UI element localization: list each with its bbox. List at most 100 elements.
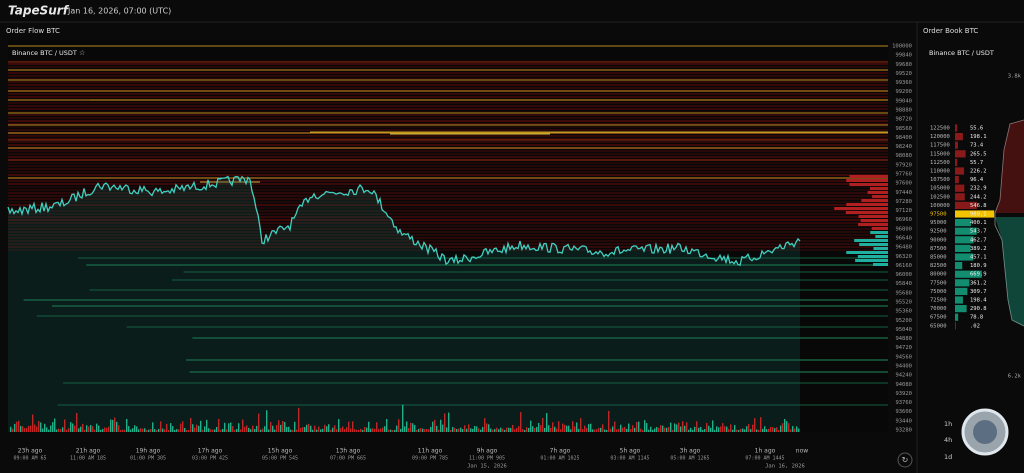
price-label: 94720	[895, 345, 912, 351]
volume-bar	[752, 424, 754, 432]
volume-bar	[56, 429, 58, 432]
volume-bar	[200, 420, 202, 432]
volume-bar	[300, 428, 302, 432]
volume-bar	[412, 423, 414, 432]
depth-bar	[857, 255, 888, 258]
panel-title: Order Flow BTC	[6, 27, 60, 35]
price-level: 75000	[930, 289, 947, 295]
volume-bar	[426, 429, 428, 432]
volume-bar	[708, 425, 710, 432]
volume-bar	[196, 424, 198, 432]
heat-band	[8, 72, 888, 74]
depth-bar	[873, 263, 888, 266]
heat-band	[8, 102, 888, 104]
volume-bar	[138, 429, 140, 432]
volume-bar	[30, 425, 32, 432]
price-label: 99040	[895, 98, 912, 104]
time-clock: 11:00 PM 905	[469, 456, 505, 462]
refresh-icon[interactable]: ↻	[902, 456, 909, 465]
volume-bar	[150, 428, 152, 432]
volume-bar	[504, 429, 506, 432]
depth-bar	[871, 227, 888, 230]
volume-bar	[756, 429, 758, 432]
size-value: 457.1	[970, 255, 987, 261]
time-clock: 05:00 PM 545	[262, 456, 298, 462]
time-clock: 03:00 PM 425	[192, 456, 228, 462]
size-bar	[955, 150, 966, 158]
volume-bar	[240, 429, 242, 432]
heat-band	[8, 87, 888, 89]
volume-bar	[718, 427, 720, 432]
market-label[interactable]: Binance BTC / USDT	[929, 49, 994, 57]
size-bar	[955, 279, 970, 287]
heat-band	[8, 93, 888, 95]
volume-bar	[402, 404, 404, 432]
volume-bar	[218, 418, 220, 432]
volume-bar	[682, 421, 684, 432]
time-clock: 07:00 AM 1445	[745, 456, 784, 462]
depth-bar	[846, 203, 888, 206]
star-icon[interactable]: ☆	[79, 49, 85, 57]
time-ago: 11h ago	[418, 448, 443, 455]
volume-bar	[606, 429, 608, 432]
price-level: 77500	[930, 280, 947, 286]
volume-bar	[526, 427, 528, 432]
heat-band	[8, 144, 888, 146]
volume-bar	[254, 429, 256, 432]
volume-bar	[656, 426, 658, 432]
volume-bar	[274, 429, 276, 432]
heat-band	[8, 165, 888, 167]
volume-bar	[794, 428, 796, 432]
volume-bar	[420, 428, 422, 432]
depth-bar	[849, 175, 888, 178]
volume-bar	[14, 423, 16, 432]
volume-bar	[532, 426, 534, 432]
depth-bar	[846, 179, 888, 182]
volume-bar	[614, 421, 616, 432]
interval-button[interactable]: 1h	[944, 420, 952, 428]
heat-band	[8, 207, 888, 209]
size-value: .02	[970, 323, 980, 329]
volume-bar	[512, 424, 514, 432]
volume-bar	[20, 425, 22, 432]
volume-bar	[16, 421, 18, 432]
volume-bar	[392, 429, 394, 432]
volume-bar	[774, 428, 776, 432]
volume-bar	[434, 419, 436, 432]
volume-bar	[186, 429, 188, 432]
interval-button[interactable]: 1d	[944, 453, 952, 461]
depth-bar	[855, 259, 888, 262]
volume-bar	[584, 425, 586, 432]
volume-bar	[178, 429, 180, 432]
volume-bar	[10, 426, 12, 432]
volume-bar	[642, 429, 644, 432]
volume-bar	[644, 420, 646, 432]
volume-bar	[782, 423, 784, 432]
volume-bar	[786, 421, 788, 432]
price-level: 102500	[930, 194, 950, 200]
volume-bar	[738, 429, 740, 432]
volume-bar	[94, 429, 96, 432]
heat-band	[8, 66, 888, 68]
heat-band	[8, 180, 888, 182]
volume-bar	[498, 429, 500, 432]
size-value: 244.2	[970, 194, 987, 200]
depth-bar	[867, 191, 888, 194]
volume-bar	[456, 428, 458, 432]
refresh-button[interactable]	[897, 452, 913, 468]
time-clock: 11:00 AM 185	[70, 456, 106, 462]
heat-band	[8, 198, 888, 200]
depth-bar	[861, 199, 888, 202]
volume-bar	[758, 429, 760, 432]
volume-bar	[84, 429, 86, 432]
volume-bar	[508, 427, 510, 432]
interval-button[interactable]: 4h	[944, 436, 952, 444]
volume-bar	[602, 424, 604, 432]
time-ago: 15h ago	[268, 448, 293, 455]
logo[interactable]: TapeSurf	[8, 4, 70, 18]
price-label: 98720	[895, 117, 912, 123]
volume-bar	[400, 428, 402, 432]
size-value: 78.8	[970, 315, 983, 321]
volume-bar	[462, 429, 464, 432]
market-label[interactable]: Binance BTC / USDT	[12, 49, 77, 57]
